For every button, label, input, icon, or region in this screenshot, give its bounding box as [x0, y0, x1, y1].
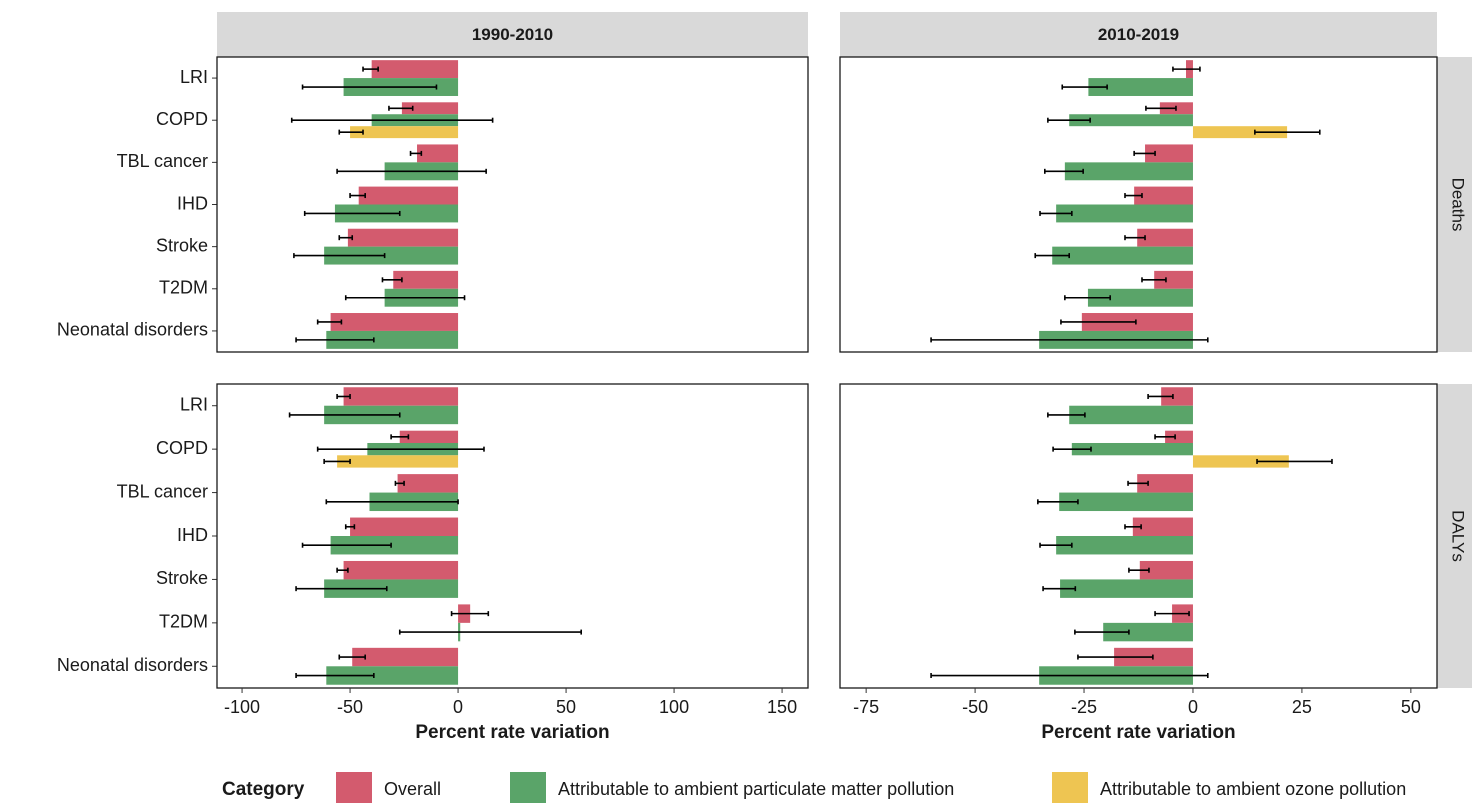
- bar: [393, 270, 459, 289]
- bar: [401, 102, 459, 115]
- bar: [1069, 405, 1193, 425]
- legend-swatch: [1052, 772, 1088, 807]
- bar: [1165, 430, 1193, 443]
- bar: [324, 579, 459, 598]
- bar: [1064, 162, 1193, 181]
- bar: [1192, 455, 1289, 468]
- y-tick-label: TBL cancer: [117, 481, 208, 501]
- strip: [1437, 57, 1472, 352]
- strip-title: 1990-2010: [472, 25, 553, 44]
- strip: [840, 12, 1437, 57]
- bar: [1059, 492, 1193, 512]
- bar: [1069, 114, 1193, 127]
- bar: [1137, 228, 1193, 247]
- legend-label: Overall: [384, 779, 441, 799]
- bar: [1134, 186, 1193, 205]
- x-tick-label: 100: [659, 697, 689, 717]
- y-tick-label: LRI: [180, 67, 208, 87]
- bar: [1088, 78, 1193, 96]
- legend-swatch: [510, 772, 546, 807]
- bar: [326, 666, 459, 685]
- bar: [417, 144, 459, 163]
- x-tick-label: 150: [767, 697, 797, 717]
- y-tick-label: Stroke: [156, 235, 208, 255]
- bar: [1154, 270, 1193, 289]
- panel-background: [217, 57, 808, 352]
- bar: [347, 228, 459, 247]
- bar: [1137, 474, 1193, 493]
- x-tick-label: -50: [337, 697, 363, 717]
- y-tick-label: Stroke: [156, 568, 208, 588]
- bar: [350, 126, 459, 139]
- bar: [1161, 387, 1193, 406]
- bar: [350, 517, 459, 536]
- panel-border: [839, 383, 1438, 689]
- x-axis-label: Percent rate variation: [1041, 722, 1235, 743]
- strip-label: Deaths: [1449, 178, 1468, 232]
- bar: [358, 186, 459, 205]
- legend-title: Category: [222, 779, 305, 800]
- x-tick-label: 0: [453, 697, 463, 717]
- y-tick-label: COPD: [156, 109, 208, 129]
- y-tick-label: T2DM: [159, 612, 208, 632]
- bar: [1071, 442, 1193, 456]
- y-tick-label: COPD: [156, 438, 208, 458]
- y-tick-label: Neonatal disorders: [57, 320, 208, 340]
- bar: [326, 330, 459, 349]
- legend-label: Attributable to ambient ozone pollution: [1100, 779, 1406, 799]
- x-axis-label: Percent rate variation: [415, 722, 609, 743]
- bar: [1087, 288, 1193, 307]
- bar: [371, 60, 459, 79]
- bar: [1081, 313, 1193, 331]
- x-tick-label: -75: [853, 697, 879, 717]
- panel-border: [839, 56, 1438, 353]
- bar: [397, 474, 459, 493]
- y-tick-label: IHD: [177, 525, 208, 545]
- bar: [1132, 517, 1193, 536]
- strip: [1437, 384, 1472, 688]
- bar: [399, 430, 459, 443]
- bar: [343, 560, 459, 580]
- y-tick-label: Neonatal disorders: [57, 655, 208, 675]
- bar: [1192, 126, 1288, 139]
- bar: [1103, 622, 1193, 642]
- x-tick-label: 50: [1401, 697, 1421, 717]
- bar: [343, 387, 459, 406]
- x-tick-label: -25: [1071, 697, 1097, 717]
- strip-title: 2010-2019: [1098, 25, 1179, 44]
- x-tick-label: 50: [556, 697, 576, 717]
- bar: [352, 647, 459, 667]
- panel-border: [216, 56, 809, 353]
- x-tick-label: -100: [224, 697, 260, 717]
- y-tick-label: IHD: [177, 193, 208, 213]
- strip-label: DALYs: [1449, 510, 1468, 562]
- legend-label: Attributable to ambient particulate matt…: [558, 779, 954, 799]
- bar: [1139, 560, 1193, 580]
- y-tick-label: LRI: [180, 394, 208, 414]
- bar: [324, 246, 459, 265]
- y-tick-label: T2DM: [159, 278, 208, 298]
- panel-border: [216, 383, 809, 689]
- bar: [337, 455, 459, 468]
- x-tick-label: 25: [1292, 697, 1312, 717]
- y-tick-label: TBL cancer: [117, 151, 208, 171]
- bar: [1060, 579, 1193, 598]
- bar: [1056, 204, 1193, 223]
- legend-swatch: [336, 772, 372, 807]
- bar: [1052, 246, 1193, 265]
- bar: [1145, 144, 1193, 163]
- panel-background: [217, 384, 808, 688]
- bar: [1056, 536, 1193, 555]
- bar: [330, 313, 459, 331]
- x-tick-label: 0: [1188, 697, 1198, 717]
- x-tick-label: -50: [962, 697, 988, 717]
- strip: [217, 12, 808, 57]
- bar: [330, 536, 459, 555]
